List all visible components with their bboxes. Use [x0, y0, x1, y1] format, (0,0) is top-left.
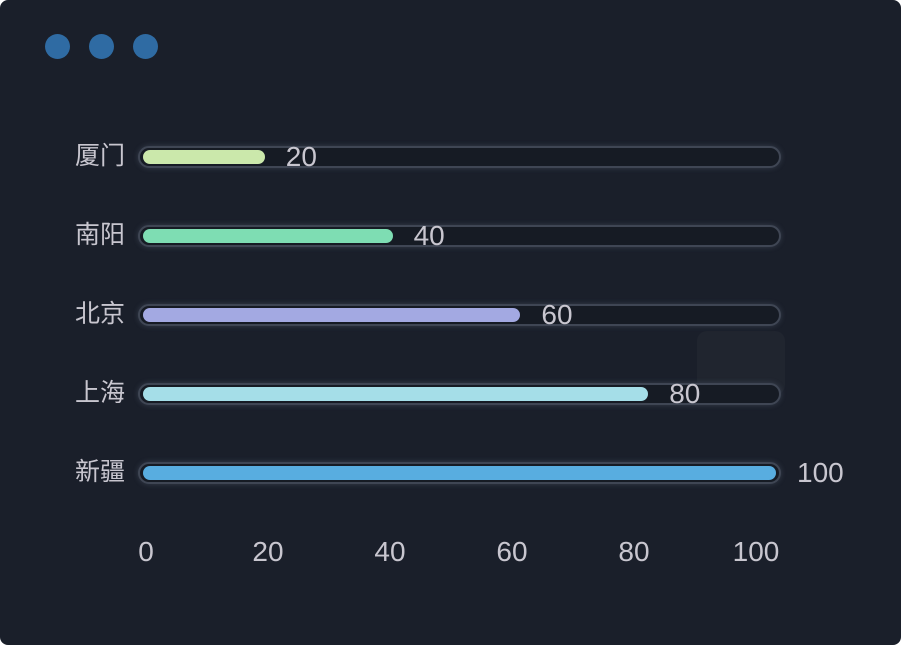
- bar-fill[interactable]: [143, 386, 649, 401]
- category-label: 南阳: [74, 221, 125, 249]
- bar-track[interactable]: 80: [138, 377, 781, 409]
- axis-tick-label: 20: [252, 536, 284, 567]
- bar-fill[interactable]: [143, 149, 265, 164]
- bar-fill[interactable]: [143, 228, 393, 243]
- bar-chart: 厦门 20 南阳 40 北京 60 上海 80 新疆 100: [55, 117, 844, 512]
- axis-tick-label: 0: [138, 536, 154, 567]
- axis-tick-label: 100: [732, 536, 780, 567]
- bar-fill[interactable]: [143, 465, 776, 480]
- category-label: 北京: [74, 300, 125, 328]
- value-label: 40: [413, 219, 445, 251]
- category-label: 上海: [74, 379, 125, 407]
- window-control-dot[interactable]: [89, 34, 114, 59]
- bar-row: 新疆 100: [55, 433, 844, 512]
- value-label: 60: [541, 298, 573, 330]
- window-control-dot[interactable]: [133, 34, 158, 59]
- window-control-dot[interactable]: [45, 34, 70, 59]
- bar-track[interactable]: 60: [138, 298, 781, 330]
- bar-fill[interactable]: [143, 307, 521, 322]
- window-titlebar: [45, 34, 158, 59]
- axis-tick-label: 80: [618, 536, 650, 567]
- axis-tick-label: 60: [496, 536, 528, 567]
- bar-track[interactable]: 40: [138, 219, 781, 251]
- bar-row: 北京 60: [55, 275, 781, 354]
- value-label: 20: [285, 140, 317, 172]
- bar-row: 南阳 40: [55, 196, 781, 275]
- bar-track[interactable]: 20: [138, 140, 781, 172]
- category-label: 新疆: [74, 458, 125, 486]
- axis-tick-label: 40: [374, 536, 406, 567]
- bar-row: 厦门 20: [55, 117, 781, 196]
- category-label: 厦门: [74, 142, 125, 170]
- bar-track[interactable]: 100: [138, 458, 844, 486]
- value-label: 100: [797, 456, 844, 488]
- x-axis: 0 20 40 60 80 100: [138, 536, 779, 572]
- bar-row: 上海 80: [55, 354, 781, 433]
- value-label: 80: [669, 377, 701, 409]
